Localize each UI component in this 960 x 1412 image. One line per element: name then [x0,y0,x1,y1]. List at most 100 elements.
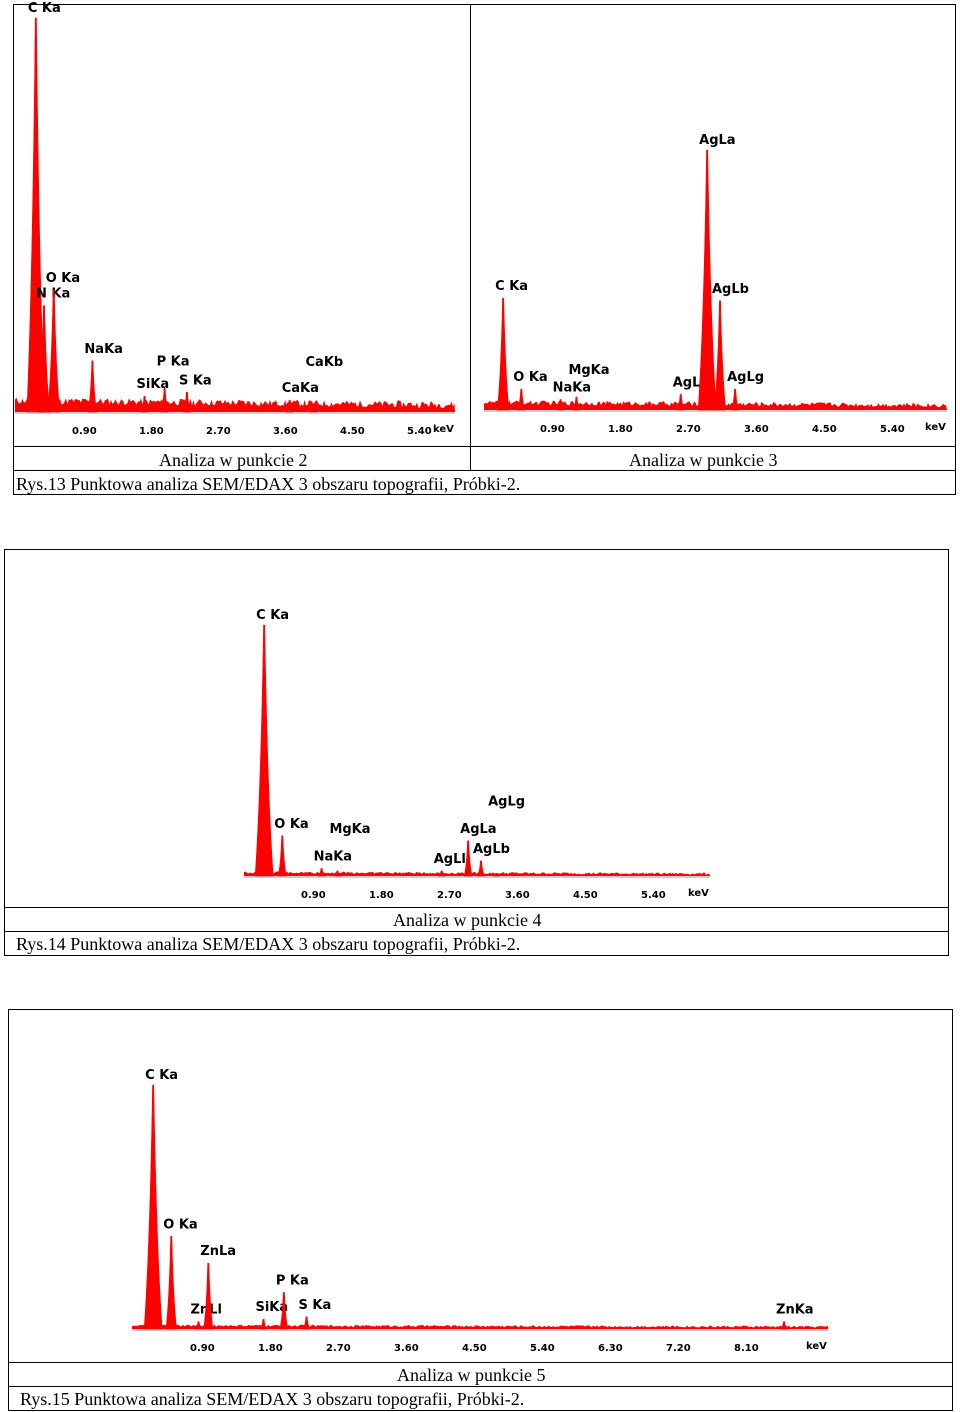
panel-title-punkt-4: Analiza w punkcie 4 [393,910,542,930]
spectrum-peak-o-ka [277,835,287,877]
x-tick-label: 4.50 [573,890,598,901]
spectrum-peak-aglb [477,860,485,877]
spectrum-peak-agll [437,870,446,877]
spectrum-peak-label: AgLa [460,822,496,837]
spectrum-peak-naka [556,399,565,411]
x-tick-label: 0.90 [301,890,326,901]
spectrum-peak-s-ka [183,392,191,413]
spectrum-background [244,871,710,876]
spectrum-peak-o-ka [517,388,526,411]
x-axis-unit-label: keV [688,888,709,899]
x-tick-label: 3.60 [505,890,530,901]
spectrum-chart-punkt-5: C KaO KaZnLlZnLaSiKaP KaS KaZnKa0.901.80… [132,1068,828,1354]
spectrum-peak-s-ka [302,1316,311,1330]
x-tick-label: 8.10 [734,1343,759,1354]
spectrum-peak-label: AgLg [488,794,525,809]
spectrum-peak-znll [194,1321,203,1330]
spectrum-peak-label: O Ka [163,1217,197,1232]
spectrum-peak-c-ka [26,17,46,413]
spectrum-peak-c-ka [254,624,274,877]
figure-15-row-divider [9,1362,952,1363]
panel-title-punkt-2: Analiza w punkcie 2 [159,450,308,470]
x-axis-unit-label: keV [806,1341,827,1352]
spectrum-peak-naka [87,360,98,413]
x-axis-unit-label: keV [433,424,454,435]
spectrum-peak-label: P Ka [157,354,190,369]
figure-13-row-divider [14,446,955,447]
spectrum-peak-label: CaKb [306,355,344,370]
x-tick-label: 1.80 [139,426,164,437]
figure-13-column-divider [470,5,471,471]
spectrum-peak-cakb [309,403,318,413]
x-tick-label: 1.80 [258,1343,283,1354]
figure-14-caption: Rys.14 Punktowa analiza SEM/EDAX 3 obsza… [16,934,521,954]
figure-15-caption-divider [9,1386,952,1387]
spectrum-peak-label: C Ka [28,1,61,16]
x-tick-label: 0.90 [540,424,565,435]
x-tick-label: 0.90 [190,1343,215,1354]
spectrum-peak-sika [140,395,149,413]
spectrum-peak-label: AgLa [699,133,735,148]
figure-15-table: Analiza w punkcie 5 Rys.15 Punktowa anal… [8,1009,953,1411]
x-tick-label: 2.70 [676,424,701,435]
x-tick-label: 3.60 [273,426,298,437]
x-tick-label: 6.30 [598,1343,623,1354]
spectrum-peak-znla [203,1262,214,1330]
spectrum-peak-p-ka [160,388,169,413]
x-tick-label: 0.90 [72,426,97,437]
figure-14-row-divider [5,907,948,908]
spectrum-peak-label: ZnLa [200,1244,236,1259]
spectrum-peak-aglb [713,300,727,411]
spectrum-peak-label: C Ka [495,279,528,294]
spectrum-peak-c-ka [143,1084,163,1330]
x-tick-label: 2.70 [326,1343,351,1354]
spectrum-background [132,1324,828,1329]
x-tick-label: 7.20 [666,1343,691,1354]
spectrum-peak-sika [259,1318,268,1330]
spectrum-chart-punkt-3: C Ka O Ka NaKa MgKa AgLl AgLa AgLb AgLg 0.90 1.80… [484,133,947,435]
x-tick-label: 4.50 [812,424,837,435]
spectrum-peak-label: MgKa [568,363,609,378]
spectrum-peak-o-ka [47,289,61,413]
spectrum-peak-label: C Ka [145,1068,178,1083]
x-tick-label: 3.60 [394,1343,419,1354]
spectrum-peak-agla [697,149,717,411]
spectrum-peak-label: S Ka [179,373,212,388]
spectrum-peak-agla [463,840,473,877]
x-tick-label: 1.80 [369,890,394,901]
x-tick-label: 5.40 [641,890,666,901]
spectrum-background [15,397,455,412]
spectrum-peak-label: NaKa [84,342,123,357]
figure-14-caption-divider [5,931,948,932]
spectrum-peak-p-ka [279,1292,289,1330]
spectrum-peak-mgka [572,396,581,411]
spectrum-peak-label: AgLb [712,282,749,297]
spectrum-chart-punkt-4: C Ka O Ka NaKa MgKa AgLl AgLa AgLb AgLg 0.90 1.80… [244,608,710,901]
spectrum-peak-label: O Ka [274,817,308,832]
spectrum-peak-znka [780,1321,788,1330]
x-tick-label: 4.50 [462,1343,487,1354]
figure-13-caption-divider [14,470,955,471]
spectrum-peak-label: AgLb [473,842,510,857]
spectrum-peak-agll [676,394,685,411]
figure-15-caption: Rys.15 Punktowa analiza SEM/EDAX 3 obsza… [20,1389,525,1409]
spectrum-peak-n-ka [38,305,51,413]
spectrum-peak-label: ZnKa [776,1303,814,1318]
spectrum-peak-label: CaKa [282,381,319,396]
spectrum-peak-aglg [492,873,500,877]
x-tick-label: 5.40 [880,424,905,435]
spectrum-peak-aglg [731,388,740,411]
x-tick-label: 5.40 [407,426,432,437]
spectrum-peak-label: O Ka [46,271,80,286]
spectrum-peak-mgka [333,870,342,877]
spectrum-peak-c-ka [497,297,510,411]
spectrum-peak-label: P Ka [276,1273,309,1288]
spectrum-peak-label: AgLl [673,375,705,390]
x-tick-label: 5.40 [530,1343,555,1354]
panel-title-punkt-3: Analiza w punkcie 3 [629,450,778,470]
panel-title-punkt-5: Analiza w punkcie 5 [397,1365,546,1385]
x-tick-label: 1.80 [608,424,633,435]
spectrum-peak-label: AgLg [727,370,764,385]
x-tick-label: 2.70 [206,426,231,437]
x-tick-label: 3.60 [744,424,769,435]
